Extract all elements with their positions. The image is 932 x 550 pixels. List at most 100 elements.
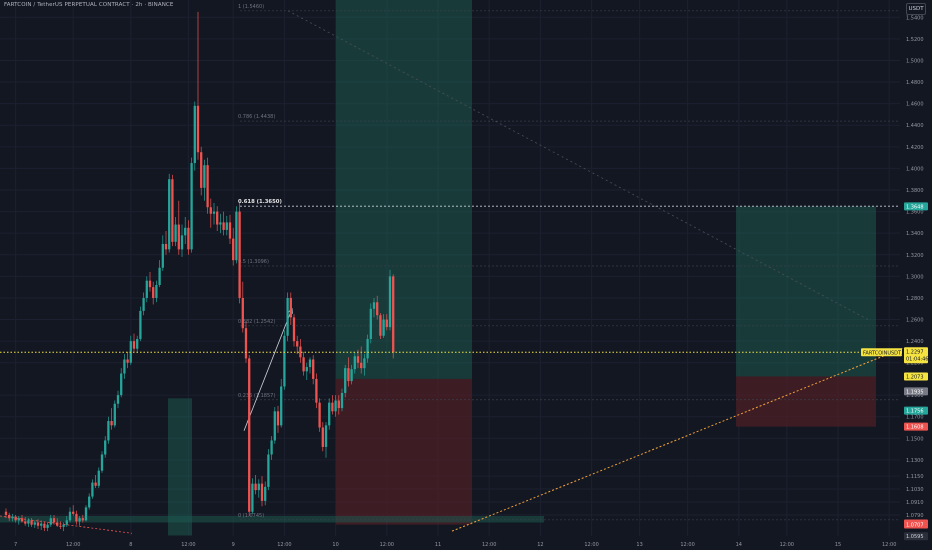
price-tick-label: 1.4600 — [906, 102, 924, 108]
price-badge-text: 1.3648 — [906, 204, 924, 210]
candle-body — [302, 357, 305, 372]
candle-body — [46, 524, 49, 528]
candle-body — [235, 211, 238, 261]
price-tick-label: 1.3600 — [906, 210, 924, 216]
candle-body — [142, 297, 145, 311]
currency-button[interactable]: USDT — [906, 3, 926, 15]
price-badge-text: 1.0707 — [906, 522, 924, 528]
price-badge — [904, 387, 928, 396]
countdown-text: 01:04:46 — [906, 356, 928, 362]
candle-body — [276, 411, 280, 426]
time-tick-label: 12:00 — [277, 542, 291, 548]
candle-body — [68, 511, 72, 521]
fib-label: 1 (1.5460) — [238, 4, 264, 10]
time-tick-label: 12:00 — [882, 542, 896, 548]
fib-retracement: 1 (1.5460) 0.786 (1.4438) 0.618 (1.3650) 0.… — [238, 4, 900, 521]
candle-body — [177, 224, 180, 250]
candle-body — [206, 165, 209, 208]
time-tick-label: 12 — [537, 542, 543, 548]
fib-label: 0.786 (1.4438) — [238, 114, 275, 120]
candle-body — [180, 235, 184, 250]
time-tick-label: 11 — [435, 542, 441, 548]
candle-body — [328, 402, 331, 426]
candle-body — [33, 522, 36, 525]
candle-body — [337, 400, 340, 409]
candle-body — [222, 222, 225, 230]
candle-body — [324, 425, 328, 447]
symbol-label-badge — [861, 348, 902, 357]
time-tick-label: 8 — [129, 542, 132, 548]
price-tick-label: 1.3800 — [906, 188, 924, 194]
candle-body — [232, 238, 235, 261]
drawing-lines — [0, 10, 929, 534]
candle-body — [132, 341, 136, 349]
price-badges: 1.36481.20731.19351.17561.16081.07111.07… — [861, 202, 928, 541]
candle-body — [8, 514, 11, 519]
candle-body — [308, 359, 312, 368]
candle-body — [88, 496, 91, 508]
time-tick-label: 14 — [736, 542, 742, 548]
price-tick-label: 1.2800 — [906, 296, 924, 302]
candle-body — [267, 454, 270, 487]
candle-body — [356, 356, 360, 363]
candles — [4, 11, 395, 532]
candle-body — [49, 518, 52, 525]
price-tick-label: 1.3400 — [906, 231, 924, 237]
price-tick-label: 1.3000 — [906, 274, 924, 280]
time-tick-label: 13 — [636, 542, 642, 548]
time-tick-label: 12:00 — [780, 542, 794, 548]
candle-body — [84, 507, 88, 521]
candle-body — [91, 482, 94, 497]
trendline — [451, 337, 929, 532]
candle-body — [97, 470, 100, 486]
time-tick-label: 12:00 — [482, 542, 496, 548]
time-axis[interactable]: 7 12:00 8 12:00 9 12:00 10 12:00 11 12:00 12 12:00 1… — [14, 542, 932, 548]
candle-body — [78, 518, 81, 522]
candle-body — [27, 520, 30, 524]
candle-body — [318, 402, 321, 428]
candle-body — [388, 276, 392, 328]
candle-body — [168, 179, 171, 250]
last-price-text: 1.2297 — [906, 349, 924, 355]
candle-body — [212, 211, 216, 214]
candle-body — [52, 518, 56, 523]
price-tick-label: 1.1150 — [906, 474, 924, 480]
zone-green — [336, 0, 472, 379]
price-tick-label: 1.1300 — [906, 458, 924, 464]
candle-body — [113, 403, 116, 426]
price-badge-text: 1.2073 — [906, 374, 924, 380]
candle-body — [363, 358, 366, 369]
price-tick-label: 1.1700 — [906, 415, 924, 421]
candle-body — [20, 518, 24, 522]
zone-green — [736, 206, 876, 377]
candle-body — [296, 341, 299, 347]
price-axis-bg — [903, 0, 932, 550]
price-badge — [904, 532, 928, 541]
candle-body — [126, 359, 129, 363]
candle-body — [104, 440, 107, 455]
candle-body — [340, 392, 344, 409]
symbol-label-text: FARTCOINUSDT.P — [863, 350, 905, 356]
time-tick-label: 9 — [232, 542, 235, 548]
price-badge-text: 1.1756 — [906, 409, 924, 415]
candle-body — [75, 513, 78, 522]
time-tick-label: 7 — [14, 542, 17, 548]
candle-body — [4, 511, 8, 515]
price-tick-label: 1.5400 — [906, 15, 924, 21]
candle-body — [40, 523, 43, 526]
candle-body — [385, 319, 388, 328]
candle-body — [369, 308, 372, 339]
candle-body — [81, 518, 84, 521]
candle-body — [289, 297, 292, 318]
zone-red — [336, 378, 472, 525]
candle-body — [280, 386, 283, 426]
candle-body — [123, 359, 126, 374]
last-price-badge — [904, 347, 928, 364]
price-badge-text: 1.0595 — [906, 534, 924, 540]
candle-body — [11, 516, 14, 519]
time-tick-label: 12:00 — [584, 542, 598, 548]
candle-body — [238, 211, 241, 298]
candle-body — [372, 302, 376, 309]
price-axis[interactable]: 1.5400 1.5200 1.5000 1.4800 1.4600 1.4400 1.42… — [903, 0, 932, 550]
